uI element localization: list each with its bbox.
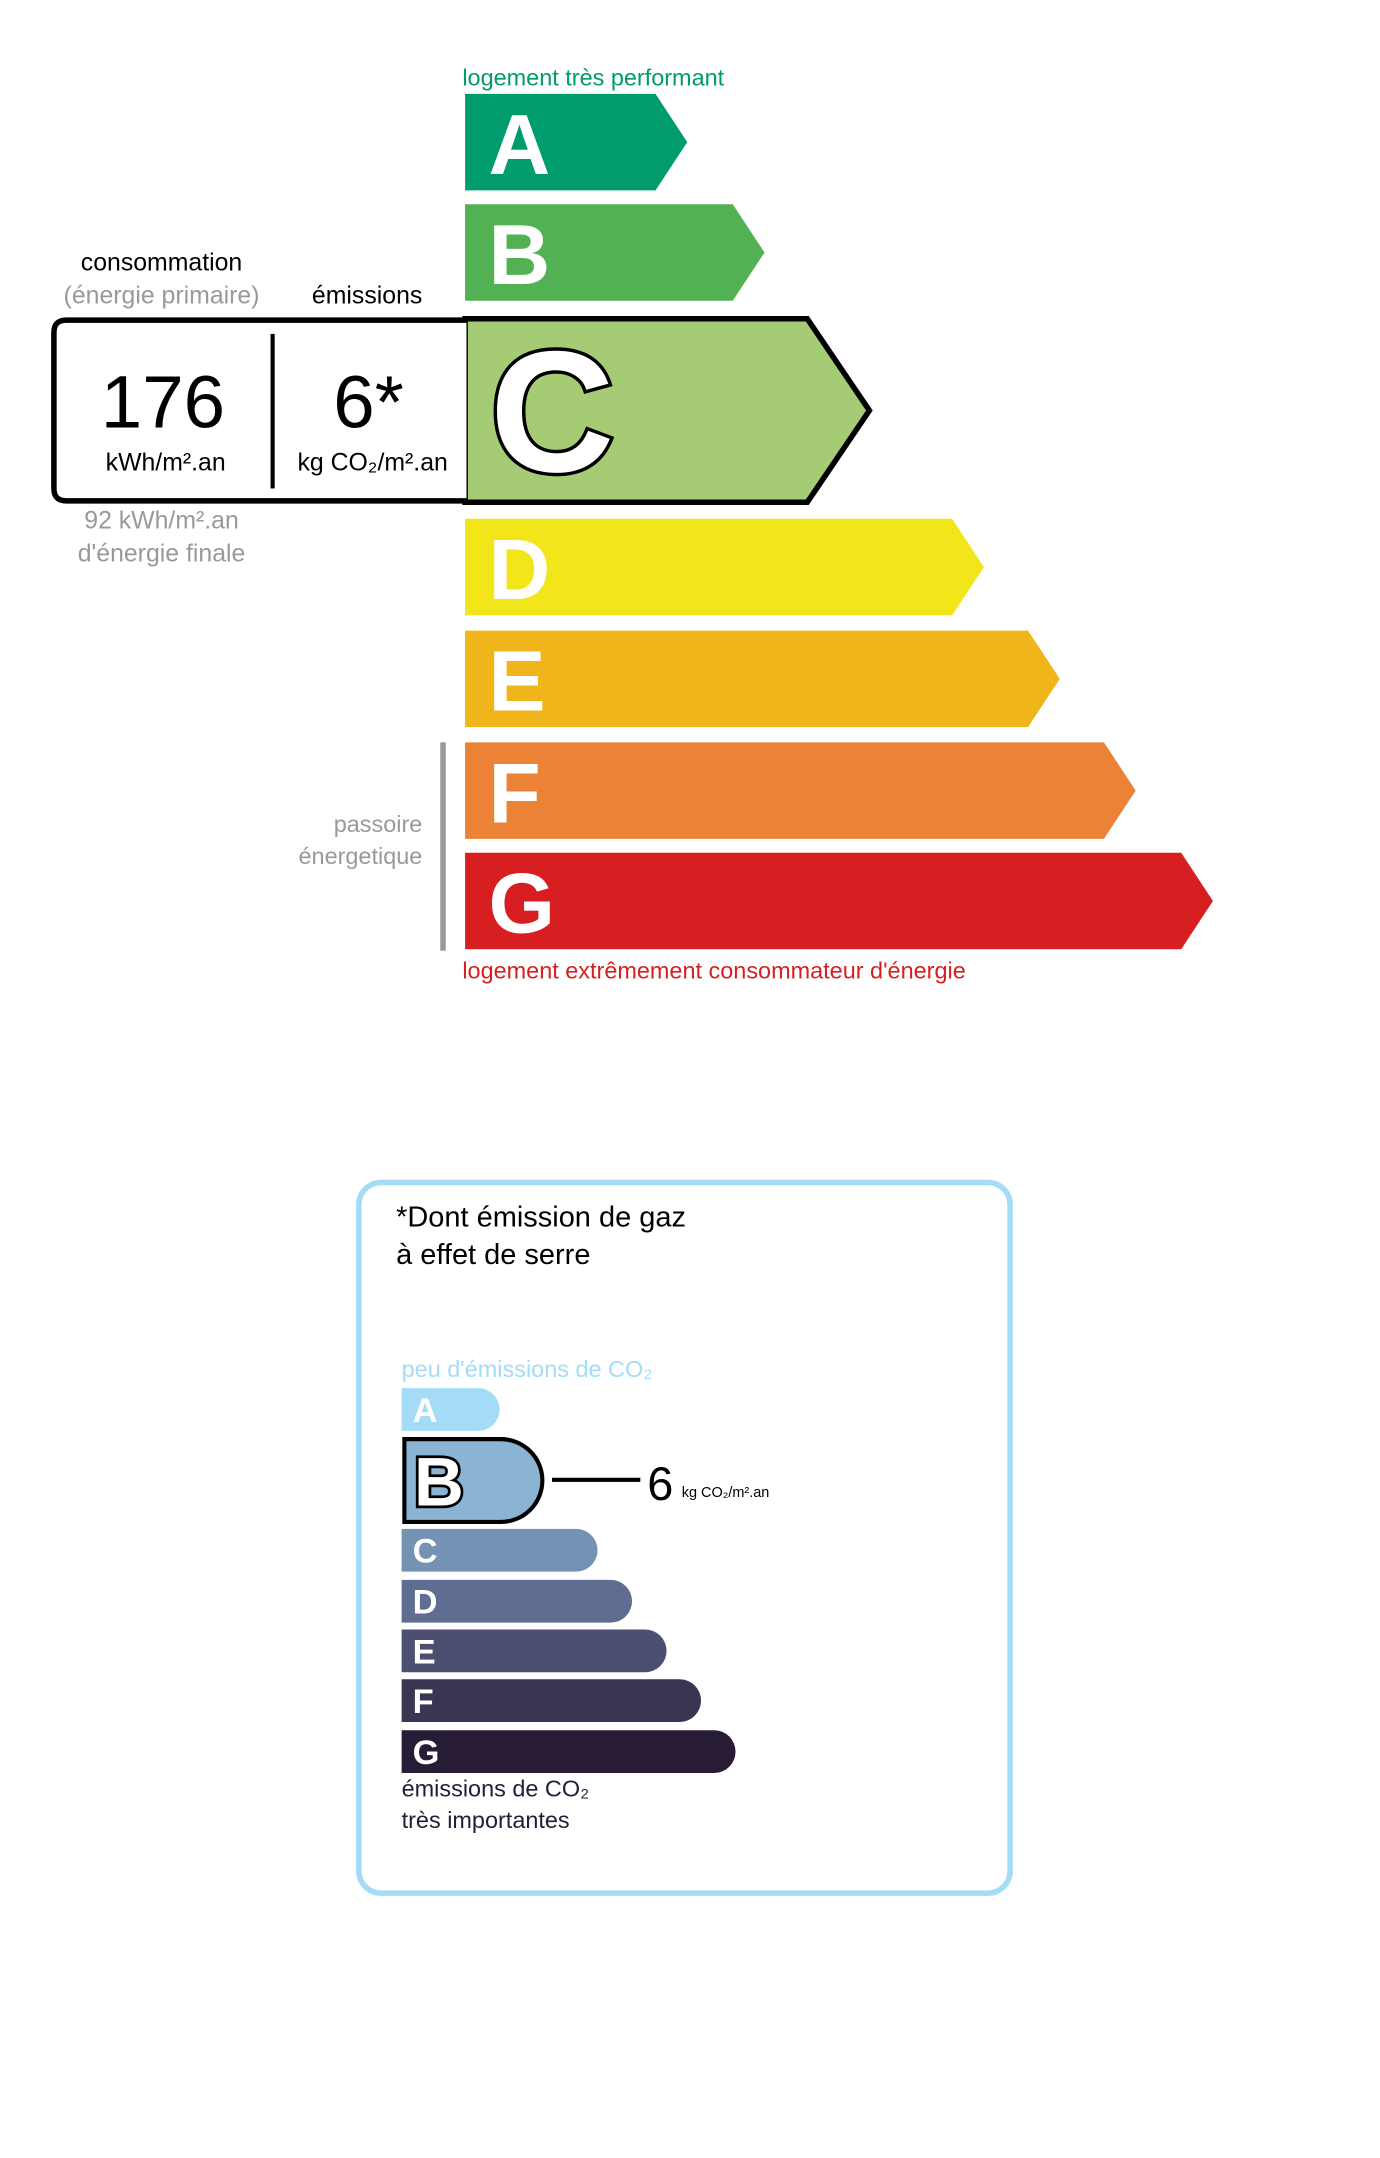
energy-bar <box>465 93 688 191</box>
ges-class-g: G <box>401 1730 736 1774</box>
consumption-unit: kWh/m².an <box>106 450 226 477</box>
ges-letter: D <box>413 1584 438 1622</box>
ges-bar <box>401 1579 633 1623</box>
value-box <box>51 317 467 504</box>
passoire-label-1: passoire <box>334 811 423 837</box>
ges-bar <box>401 1629 667 1673</box>
ges-letter: G <box>413 1734 440 1772</box>
consumption-value: 176 <box>101 361 225 444</box>
ges-letter: F <box>413 1683 434 1721</box>
ges-letter: E <box>413 1633 436 1671</box>
ges-title-2: à effet de serre <box>396 1239 590 1271</box>
energy-bottom-label: logement extrêmement consommateur d'éner… <box>462 957 965 983</box>
final-energy-1: 92 kWh/m².an <box>84 507 239 534</box>
ges-class-d: D <box>401 1579 633 1623</box>
emissions-value: 6* <box>333 361 403 444</box>
passoire-label-2: énergetique <box>299 843 423 869</box>
value-divider <box>270 333 275 489</box>
energy-letter: B <box>489 208 551 303</box>
ges-bar <box>402 1437 545 1524</box>
energy-class-a: A <box>465 93 688 193</box>
energy-bar <box>465 204 765 301</box>
consumption-sublabel: (énergie primaire) <box>64 283 260 310</box>
consumption-label: consommation <box>81 249 242 276</box>
ges-bar <box>401 1528 598 1572</box>
energy-class-d: D <box>465 518 984 618</box>
ges-bar <box>401 1679 702 1722</box>
ges-pointer-line <box>552 1477 641 1482</box>
ges-bottom-label-1: émissions de CO₂ <box>402 1775 590 1801</box>
ges-bar <box>401 1388 500 1431</box>
ges-letter: B <box>414 1443 464 1520</box>
energy-letter: C <box>490 315 615 508</box>
ges-value: 6 <box>647 1458 673 1510</box>
energy-bar <box>465 630 1060 728</box>
final-energy-2: d'énergie finale <box>78 541 246 568</box>
energy-letter: E <box>489 635 546 730</box>
ges-class-a: A <box>401 1388 500 1431</box>
energy-letter: D <box>489 523 551 618</box>
ges-class-e: E <box>401 1629 667 1673</box>
energy-top-label: logement très performant <box>462 65 724 91</box>
energy-class-f: F <box>465 742 1136 841</box>
ges-title-1: *Dont émission de gaz <box>396 1202 686 1234</box>
ges-top-label: peu d'émissions de CO₂ <box>402 1356 653 1382</box>
energy-letter: G <box>489 857 556 952</box>
energy-bar <box>465 742 1136 839</box>
energy-bar <box>465 852 1213 950</box>
emissions-unit: kg CO₂/m².an <box>297 450 447 477</box>
ges-unit: kg CO₂/m².an <box>682 1485 770 1501</box>
ges-bar <box>401 1730 736 1774</box>
ges-letter: A <box>413 1392 438 1430</box>
energy-class-e: E <box>465 630 1060 730</box>
energy-letter: F <box>489 746 541 841</box>
ges-class-c: C <box>401 1528 598 1572</box>
ges-letter: C <box>413 1533 438 1571</box>
emissions-label: émissions <box>312 283 422 310</box>
energy-letter: A <box>489 98 551 193</box>
ges-class-b: B <box>402 1437 545 1524</box>
energy-class-g: G <box>465 852 1213 952</box>
ges-class-f: F <box>401 1679 702 1722</box>
passoire-bracket <box>440 742 446 951</box>
energy-bar <box>465 518 984 616</box>
energy-class-b: B <box>465 204 765 303</box>
ges-bottom-label-2: très importantes <box>402 1807 570 1833</box>
energy-class-c: C <box>462 312 873 512</box>
